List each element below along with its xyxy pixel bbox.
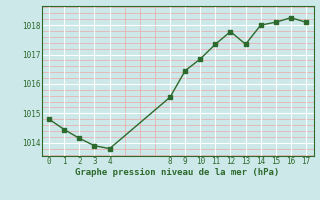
X-axis label: Graphe pression niveau de la mer (hPa): Graphe pression niveau de la mer (hPa) — [76, 168, 280, 177]
